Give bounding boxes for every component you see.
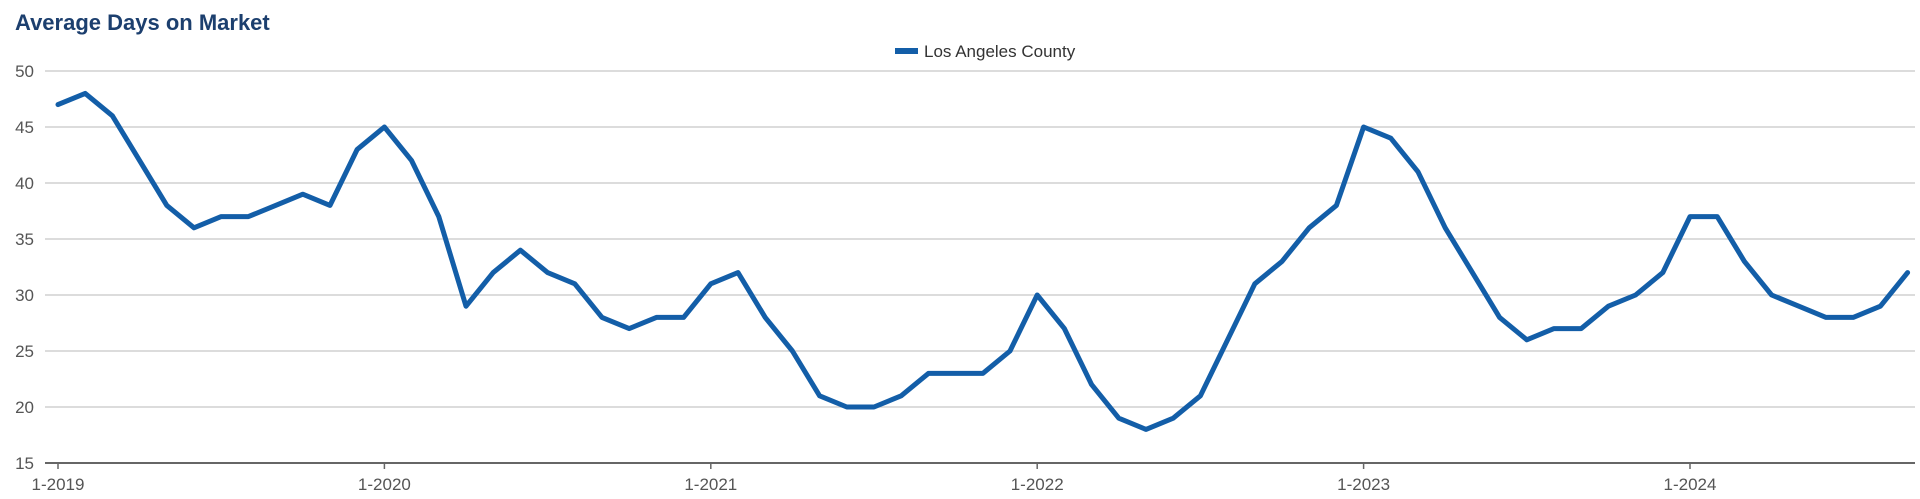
y-tick-label: 35	[15, 230, 34, 249]
x-tick-label: 1-2019	[32, 475, 85, 494]
y-tick-label: 40	[15, 174, 34, 193]
legend-label: Los Angeles County	[924, 42, 1076, 61]
x-tick-label: 1-2024	[1664, 475, 1717, 494]
x-tick-label: 1-2023	[1337, 475, 1390, 494]
y-tick-label: 15	[15, 454, 34, 473]
legend: Los Angeles County	[895, 42, 1076, 61]
series-line-0	[55, 90, 1911, 432]
x-tick-label: 1-2021	[684, 475, 737, 494]
x-tick-label: 1-2022	[1011, 475, 1064, 494]
y-tick-label: 30	[15, 286, 34, 305]
gridlines	[45, 70, 1915, 408]
y-tick-label: 20	[15, 398, 34, 417]
y-tick-label: 45	[15, 118, 34, 137]
y-tick-label: 50	[15, 62, 34, 81]
x-tick-label: 1-2020	[358, 475, 411, 494]
y-tick-label: 25	[15, 342, 34, 361]
chart-title: Average Days on Market	[15, 10, 270, 35]
